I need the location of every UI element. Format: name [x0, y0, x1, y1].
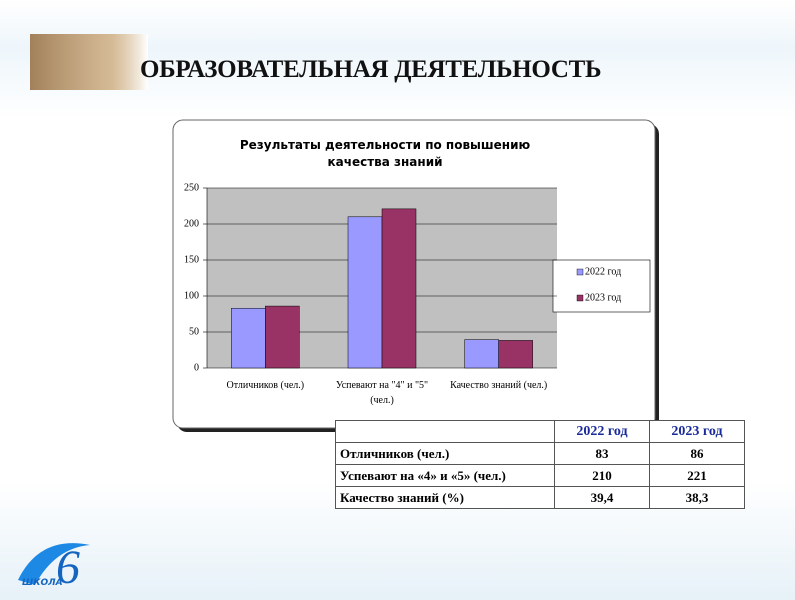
y-tick-label: 150: [184, 254, 199, 265]
slide-title: ОБРАЗОВАТЕЛЬНАЯ ДЕЯТЕЛЬНОСТЬ: [140, 56, 602, 83]
y-tick-label: 50: [189, 326, 199, 337]
logo-number: 6: [56, 541, 80, 594]
legend-swatch: [576, 268, 584, 276]
table-cell: Успевают на «4» и «5» (чел.): [335, 464, 555, 487]
bar: [265, 305, 300, 369]
y-tick-label: 100: [184, 290, 199, 301]
bar: [381, 208, 417, 369]
y-tick-label: 200: [184, 218, 199, 229]
x-tick-label: Успевают на "4" и "5" (чел.): [335, 380, 429, 406]
table-cell: 221: [649, 464, 745, 487]
table-cell: 39,4: [554, 486, 650, 509]
data-table: 2022 год 2023 год Отличников (чел.) 83 8…: [335, 420, 745, 509]
bar: [464, 339, 499, 369]
table-cell: Качество знаний (%): [335, 486, 555, 509]
table-cell: 38,3: [649, 486, 745, 509]
table-cell: 83: [554, 442, 650, 465]
bar: [231, 307, 266, 369]
bar: [347, 216, 383, 369]
bar: [498, 340, 533, 369]
logo-text: ШКОЛА: [22, 578, 63, 588]
x-tick-label: Качество знаний (чел.): [450, 380, 548, 391]
table-header: 2023 год: [649, 420, 745, 443]
logo-bird: [18, 543, 90, 585]
table-cell: 210: [554, 464, 650, 487]
chart-title: Результаты деятельности по повышению кач…: [239, 138, 531, 169]
y-tick-label: 0: [194, 362, 199, 373]
table-header: 2022 год: [554, 420, 650, 443]
table-cell: 86: [649, 442, 745, 465]
legend-label: 2022 год: [585, 266, 621, 277]
legend-label: 2023 год: [585, 292, 621, 303]
x-tick-label: Отличников (чел.): [226, 380, 305, 391]
legend-box: [552, 259, 651, 313]
legend-swatch: [576, 294, 584, 302]
y-tick-label: 250: [184, 182, 199, 193]
table-corner: [335, 420, 555, 443]
table-cell: Отличников (чел.): [335, 442, 555, 465]
header-photo-overlay: [30, 34, 148, 90]
